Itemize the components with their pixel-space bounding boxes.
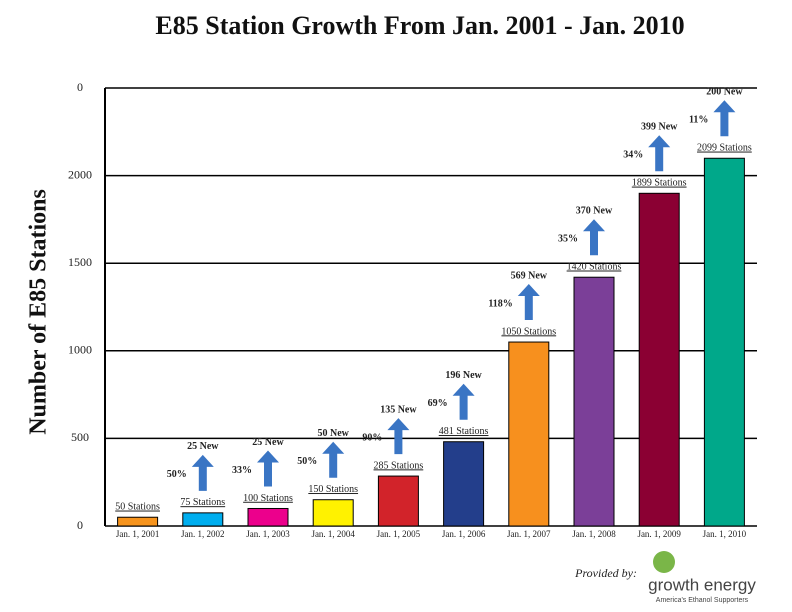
- percent-label: 69%: [428, 398, 448, 409]
- x-tick-label: Jan. 1, 2002: [181, 529, 225, 539]
- increase-label: 50 New: [318, 428, 350, 439]
- bar: [443, 441, 485, 527]
- bar: [508, 341, 550, 527]
- percent-label: 118%: [488, 298, 512, 309]
- x-tick-label: Jan. 1, 2008: [572, 529, 616, 539]
- x-tick-label: Jan. 1, 2004: [311, 529, 355, 539]
- bar: [312, 499, 354, 527]
- bar: [573, 276, 615, 527]
- value-label: 2099 Stations: [697, 143, 752, 154]
- value-label: 1050 Stations: [501, 326, 556, 337]
- chart-title: E85 Station Growth From Jan. 2001 - Jan.…: [155, 11, 684, 40]
- arrow: [452, 383, 475, 420]
- value-label: 75 Stations: [180, 497, 225, 508]
- value-label: 481 Stations: [439, 426, 489, 437]
- value-label: 150 Stations: [308, 484, 358, 495]
- logo-icon: [653, 551, 675, 573]
- y-axis-label: Number of E85 Stations: [26, 189, 52, 435]
- value-label: 1899 Stations: [632, 178, 687, 189]
- increase-label: 370 New: [576, 206, 613, 217]
- y-tick-label: 500: [71, 430, 89, 444]
- percent-label: 33%: [232, 465, 252, 476]
- y-tick-label: 0: [77, 518, 83, 532]
- y-tick-label: 1000: [68, 343, 92, 357]
- increase-label: 569 New: [511, 270, 548, 281]
- x-tick-label: Jan. 1, 2003: [246, 529, 290, 539]
- increase-label: 399 New: [641, 122, 678, 133]
- logo-text: growth energy: [648, 575, 756, 594]
- percent-label: 90%: [362, 432, 382, 443]
- arrow: [517, 284, 540, 321]
- x-tick-label: Jan. 1, 2010: [703, 529, 747, 539]
- bar: [377, 475, 419, 527]
- arrow: [648, 135, 671, 172]
- arrow: [387, 418, 410, 455]
- percent-label: 50%: [167, 469, 187, 480]
- percent-label: 34%: [623, 150, 643, 161]
- x-tick-label: Jan. 1, 2007: [507, 529, 551, 539]
- percent-label: 35%: [558, 234, 578, 245]
- percent-label: 11%: [689, 115, 708, 126]
- value-label: 1420 Stations: [567, 262, 622, 273]
- bar: [703, 157, 745, 527]
- increase-label: 200 New: [706, 87, 743, 98]
- increase-label: 25 New: [252, 437, 284, 448]
- value-label: 50 Stations: [115, 502, 160, 513]
- logo: growth energy America's Ethanol Supporte…: [648, 551, 756, 604]
- increase-label: 25 New: [187, 441, 219, 452]
- arrow: [583, 219, 605, 256]
- arrow: [257, 450, 279, 487]
- y-tick-label: 2000: [68, 167, 92, 181]
- logo-tagline: America's Ethanol Supporters: [656, 597, 749, 604]
- arrow: [322, 441, 345, 478]
- y-tick-label: 0: [77, 80, 83, 94]
- value-label: 100 Stations: [243, 493, 293, 504]
- increase-label: 196 New: [445, 370, 482, 381]
- bar: [182, 512, 224, 527]
- arrow: [191, 454, 214, 491]
- bar: [247, 507, 289, 527]
- provided-by: Provided by:: [574, 566, 637, 580]
- bar: [638, 192, 680, 527]
- x-tick-label: Jan. 1, 2009: [637, 529, 681, 539]
- value-label: 285 Stations: [374, 460, 424, 471]
- percent-label: 50%: [297, 456, 317, 467]
- arrow: [713, 100, 736, 137]
- x-tick-label: Jan. 1, 2005: [377, 529, 421, 539]
- increase-label: 135 New: [380, 404, 417, 415]
- y-tick-label: 1500: [68, 255, 92, 269]
- bar: [117, 516, 159, 527]
- x-tick-label: Jan. 1, 2006: [442, 529, 486, 539]
- x-tick-label: Jan. 1, 2001: [116, 529, 160, 539]
